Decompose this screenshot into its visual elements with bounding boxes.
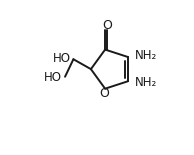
Text: HO: HO xyxy=(44,71,62,84)
Text: HO: HO xyxy=(53,51,71,64)
Text: NH₂: NH₂ xyxy=(134,49,157,62)
Text: O: O xyxy=(102,19,112,32)
Text: NH₂: NH₂ xyxy=(134,76,157,89)
Text: O: O xyxy=(99,87,109,100)
